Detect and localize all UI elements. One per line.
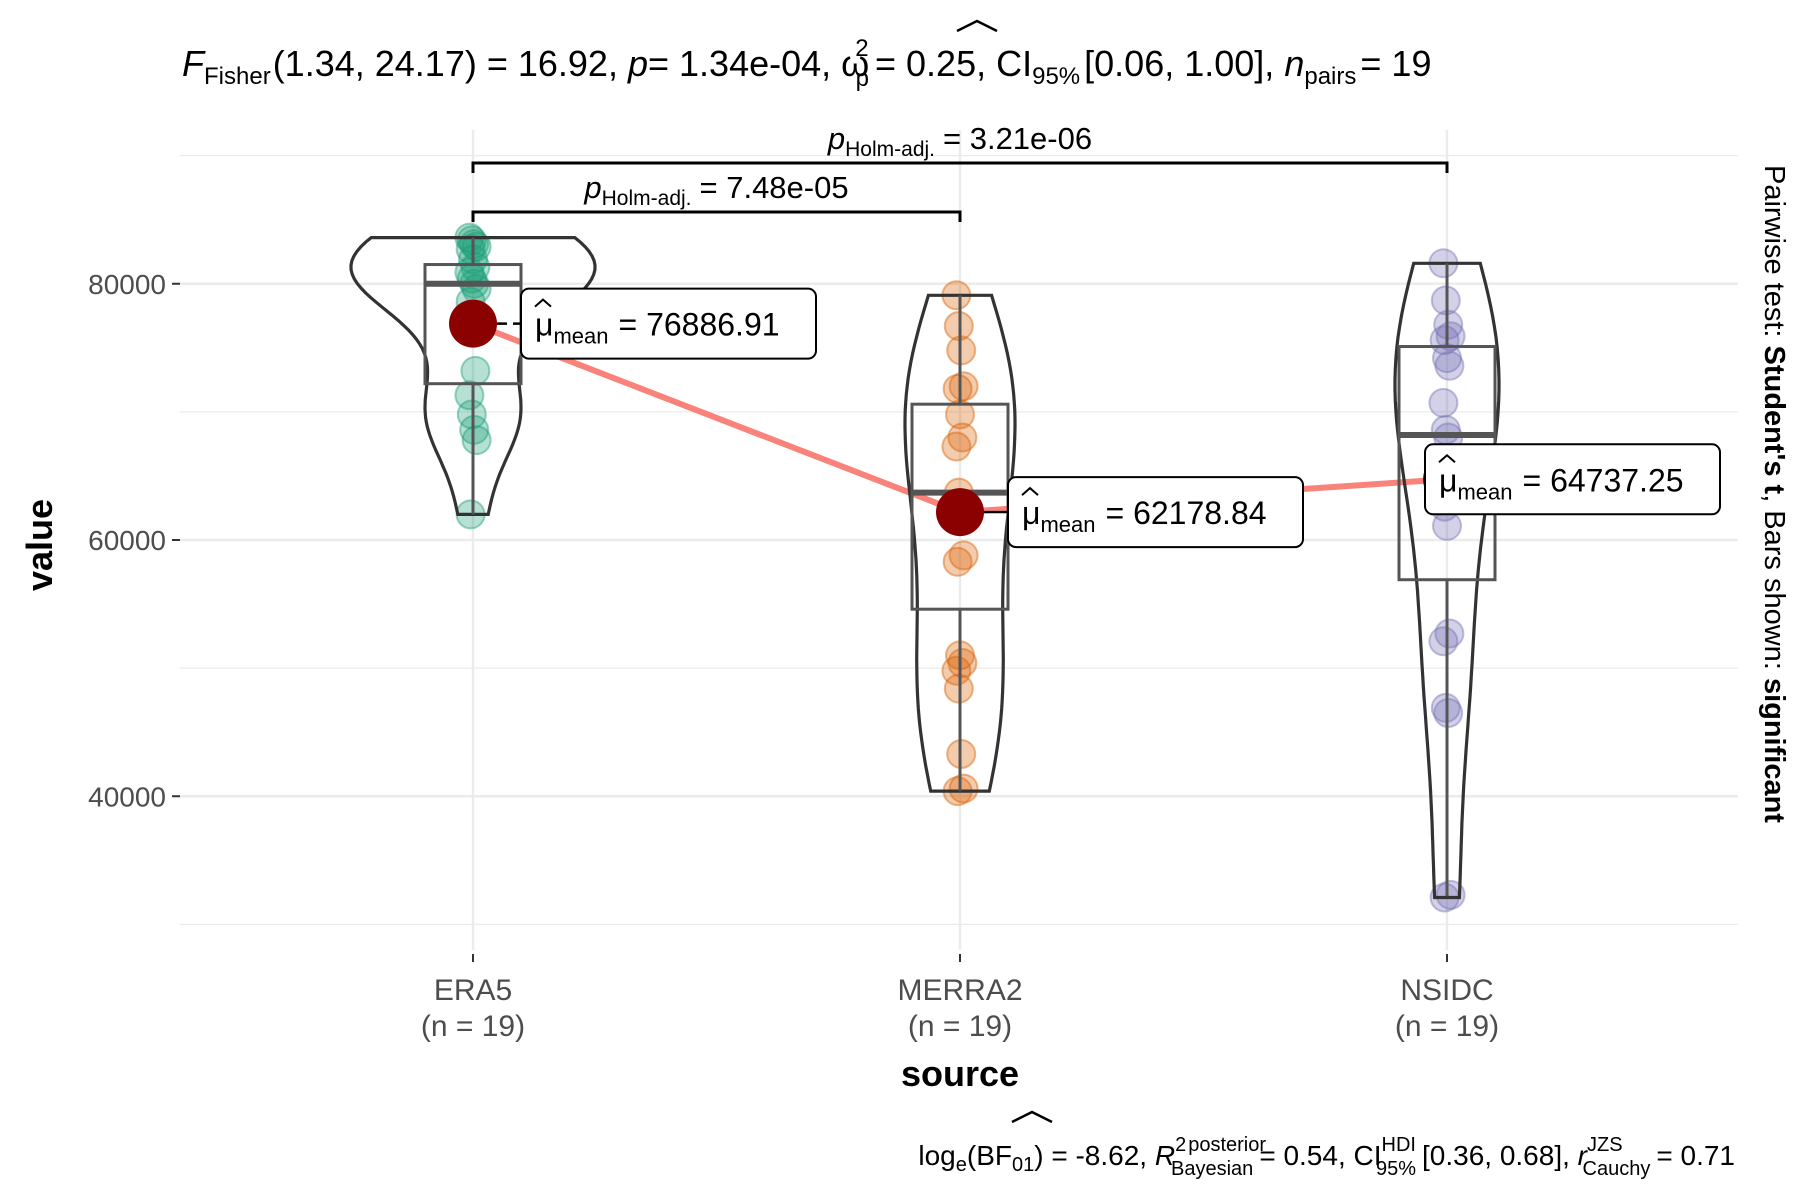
nsidc-data-point: [1428, 626, 1459, 657]
y-tick-label: 80000: [88, 269, 166, 300]
mu-hat: [1438, 453, 1456, 464]
nsidc-data-point: [1432, 510, 1462, 541]
merra2-data-point: [948, 540, 979, 571]
nsidc-mean-label-box: [1424, 443, 1721, 516]
x-axis-title: source: [901, 1053, 1019, 1094]
x-tick-label: MERRA2: [897, 974, 1022, 1007]
era5-mean-label-box: [520, 287, 817, 360]
omega-hat: [956, 19, 998, 33]
mu-hat: [1021, 486, 1039, 496]
era5-mean-label: μmean = 76886.91: [535, 307, 780, 349]
significance-bracket: [471, 210, 962, 222]
era5-data-point: [461, 231, 492, 262]
x-tick-label: NSIDC: [1400, 974, 1493, 1007]
merra2-mean-point: [936, 488, 984, 537]
merra2-data-point: [942, 546, 973, 577]
era5-violin: [349, 236, 597, 516]
merra2-violin: [903, 293, 1017, 793]
x-tick-label: ERA5: [434, 974, 512, 1007]
r2-hat: [1011, 1110, 1053, 1124]
era5-data-point: [454, 380, 485, 411]
chart-marks: μmean = 76886.91 μmean = 62178.84 μmean = 647…: [349, 121, 1721, 913]
merra2-data-point: [948, 371, 979, 402]
x-tick-count-label: (n = 19): [908, 1010, 1012, 1043]
y-axis-title: value: [19, 499, 60, 591]
merra2-data-point: [942, 373, 973, 404]
mu-hat: [534, 298, 552, 308]
significance-label: pHolm-adj. = 3.21e-06: [827, 121, 1092, 161]
x-tick-count-label: (n = 19): [421, 1010, 525, 1043]
era5-data-point: [460, 355, 491, 386]
nsidc-violin: [1393, 261, 1501, 900]
gridlines: [180, 130, 1738, 950]
significance-bracket: [471, 161, 1449, 173]
nsidc-data-point: [1428, 387, 1459, 418]
nsidc-data-point: [1435, 879, 1466, 910]
era5-data-point: [461, 425, 492, 456]
era5-mean-point: [449, 299, 497, 348]
merra2-data-point: [941, 655, 972, 686]
nsidc-data-point: [1434, 618, 1465, 649]
y-tick-label: 60000: [88, 525, 166, 556]
nsidc-data-point: [1435, 321, 1466, 352]
nsidc-data-point: [1434, 350, 1465, 381]
merra2-mean-label-box: [1007, 476, 1304, 549]
merra2-mean-label: μmean = 62178.84: [1022, 495, 1267, 537]
merra2-data-point: [947, 422, 978, 453]
pairwise-test-label: Pairwise test: Student's t, Bars shown: …: [1758, 165, 1790, 823]
nsidc-mean-label: μmean = 64737.25: [1439, 462, 1684, 504]
x-tick-count-label: (n = 19): [1395, 1010, 1499, 1043]
chart-title: FFisher(1.34, 24.17) = 16.92, p= 1.34e-0…: [182, 35, 1431, 92]
bayes-caption: loge(BF01) = -8.62, R2 posterior Bayesian =…: [918, 1134, 1735, 1180]
y-tick-label: 40000: [88, 781, 166, 812]
merra2-data-point: [947, 648, 978, 678]
significance-label: pHolm-adj. = 7.48e-05: [583, 170, 848, 210]
merra2-data-point: [941, 431, 972, 462]
merra2-data-point: [948, 773, 979, 804]
